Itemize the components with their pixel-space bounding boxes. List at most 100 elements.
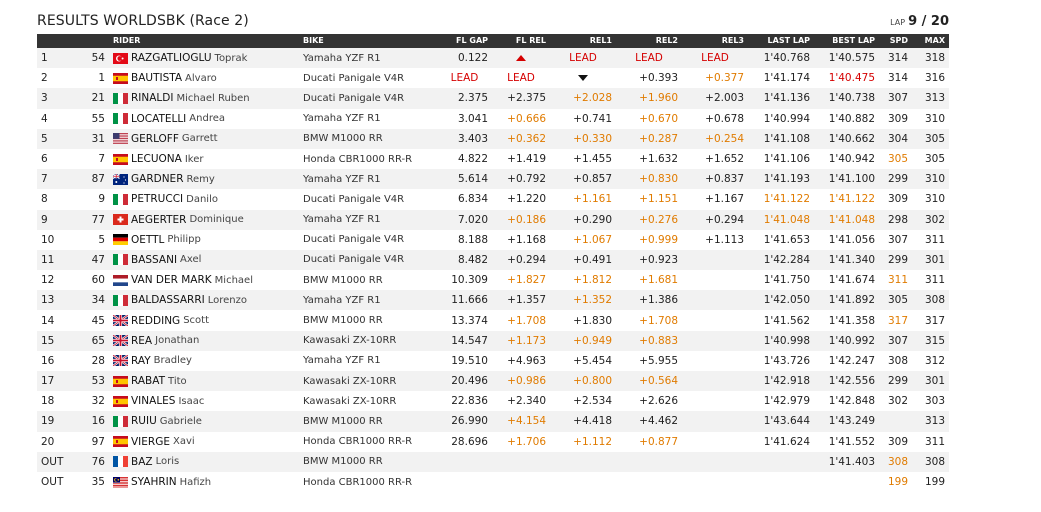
position-cell: 16: [41, 354, 55, 367]
rider-first-name: Remy: [186, 173, 215, 185]
fl-rel-cell: +1.708: [507, 314, 546, 327]
rider-cell[interactable]: GERLOFF Garrett: [109, 129, 299, 149]
fl-rel-cell: +0.986: [507, 375, 546, 388]
fl-gap-cell: [437, 452, 492, 472]
fl-gap-cell: 4.822: [457, 153, 488, 166]
col-header-fl-gap: FL GAP: [456, 36, 488, 45]
rider-number-cell: 45: [91, 314, 105, 327]
last-lap-cell: 1'41.624: [763, 435, 810, 448]
col-header-last-lap: LAST LAP: [767, 36, 810, 45]
speed-cell: [879, 411, 912, 431]
great-britain-flag-icon: [112, 314, 129, 327]
col-header-best-lap: BEST LAP: [832, 36, 875, 45]
rel2-cell: +0.670: [639, 112, 678, 125]
rider-cell[interactable]: SYAHRIN Hafizh: [109, 472, 299, 492]
rel1-cell: +4.418: [573, 415, 612, 428]
fl-gap-cell: 14.547: [451, 334, 488, 347]
fl-gap-cell: 8.188: [457, 233, 488, 246]
rel1-cell: +1.352: [573, 294, 612, 307]
rider-cell[interactable]: VAN DER MARK Michael: [109, 270, 299, 290]
rider-cell[interactable]: GARDNER Remy: [109, 169, 299, 189]
rider-cell[interactable]: BAZ Loris: [109, 452, 299, 472]
best-lap-cell: 1'41.358: [828, 314, 875, 327]
rider-cell[interactable]: LOCATELLI Andrea: [109, 109, 299, 129]
speed-cell: 299: [887, 253, 908, 266]
rider-name: RUIU Gabriele: [113, 415, 295, 427]
fl-rel-cell: +0.792: [507, 173, 546, 186]
rider-cell[interactable]: BASSANI Axel: [109, 250, 299, 270]
fl-rel-cell: +0.294: [507, 253, 546, 266]
rel3-cell: [682, 371, 748, 391]
rider-cell[interactable]: LECUONA Iker: [109, 149, 299, 169]
down-triangle-icon: [578, 75, 588, 82]
rel1-cell: +0.857: [573, 173, 612, 186]
rel1-cell: +1.455: [573, 153, 612, 166]
rider-number-cell: 76: [91, 455, 105, 468]
rider-cell[interactable]: RINALDI Michael Ruben: [109, 88, 299, 108]
rel1-cell: +1.812: [573, 274, 612, 287]
last-lap-cell: 1'40.998: [763, 334, 810, 347]
best-lap-cell: 1'40.942: [828, 153, 875, 166]
rel3-cell: [682, 331, 748, 351]
best-lap-cell: 1'40.992: [828, 334, 875, 347]
speed-cell: 305: [887, 294, 908, 307]
fl-gap-cell: 10.309: [451, 274, 488, 287]
rider-name: VIERGE Xavi: [113, 436, 295, 448]
col-header-rider: RIDER: [113, 36, 141, 45]
fl-gap-cell: [437, 472, 492, 492]
rider-name: RINALDI Michael Ruben: [113, 92, 295, 104]
rider-cell[interactable]: REDDING Scott: [109, 310, 299, 330]
rel3-cell: +0.294: [705, 213, 744, 226]
fl-rel-cell: +2.375: [507, 92, 546, 105]
rider-cell[interactable]: RABAT Tito: [109, 371, 299, 391]
max-speed-cell: 313: [924, 92, 945, 105]
rider-number-cell: 34: [91, 294, 105, 307]
col-header-rel3: REL3: [721, 36, 744, 45]
table-row: 3 21 RINALDI Michael Ruben Ducati Panigale V…: [37, 88, 949, 109]
fl-gap-cell: 0.122: [457, 52, 488, 65]
rider-cell[interactable]: PETRUCCI Danilo: [109, 189, 299, 209]
fl-rel-cell: +1.220: [507, 193, 546, 206]
rider-cell[interactable]: BAUTISTA Alvaro: [109, 68, 299, 88]
rider-cell[interactable]: VINALES Isaac: [109, 391, 299, 411]
rider-surname: RUIU: [131, 415, 157, 428]
rider-cell[interactable]: OETTL Philipp: [109, 230, 299, 250]
last-lap-cell: [748, 452, 814, 472]
rider-surname: AEGERTER: [131, 213, 187, 226]
position-cell: 14: [41, 314, 55, 327]
position-cell: 8: [41, 193, 48, 206]
rel3-cell: [682, 250, 748, 270]
rider-name: RAZGATLIOGLU Toprak: [113, 52, 295, 64]
rider-surname: RABAT: [131, 375, 166, 388]
rel1-cell: +0.949: [573, 334, 612, 347]
rider-cell[interactable]: RAZGATLIOGLU Toprak: [109, 48, 299, 68]
rider-cell[interactable]: RUIU Gabriele: [109, 411, 299, 431]
rider-cell[interactable]: AEGERTER Dominique: [109, 210, 299, 230]
rider-cell[interactable]: RAY Bradley: [109, 351, 299, 371]
rel2-cell: +0.923: [639, 253, 678, 266]
rel2-cell: +0.999: [639, 233, 678, 246]
italy-flag-icon: [113, 254, 128, 266]
last-lap-cell: 1'41.048: [763, 213, 810, 226]
last-lap-cell: 1'41.122: [763, 193, 810, 206]
switzerland-flag-icon: [113, 214, 128, 226]
speed-cell: 307: [887, 92, 908, 105]
rel3-cell: [682, 432, 748, 452]
rel2-cell: +1.960: [639, 92, 678, 105]
rel2-cell: +2.626: [639, 395, 678, 408]
rider-first-name: Bradley: [153, 355, 192, 367]
rider-surname: REA: [131, 334, 153, 347]
bike-cell: Ducati Panigale V4R: [303, 193, 405, 205]
fl-rel-cell: +1.706: [507, 435, 546, 448]
max-speed-cell: 199: [924, 476, 945, 489]
rel1-cell: [550, 68, 616, 88]
fl-gap-cell: 19.510: [451, 354, 488, 367]
spain-flag-icon: [113, 436, 128, 448]
position-cell: OUT: [41, 455, 64, 468]
rel1-cell: +0.290: [573, 213, 612, 226]
rider-cell[interactable]: REA Jonathan: [109, 331, 299, 351]
rider-cell[interactable]: VIERGE Xavi: [109, 432, 299, 452]
rel3-cell: [682, 290, 748, 310]
rider-cell[interactable]: BALDASSARRI Lorenzo: [109, 290, 299, 310]
position-cell: 17: [41, 375, 55, 388]
